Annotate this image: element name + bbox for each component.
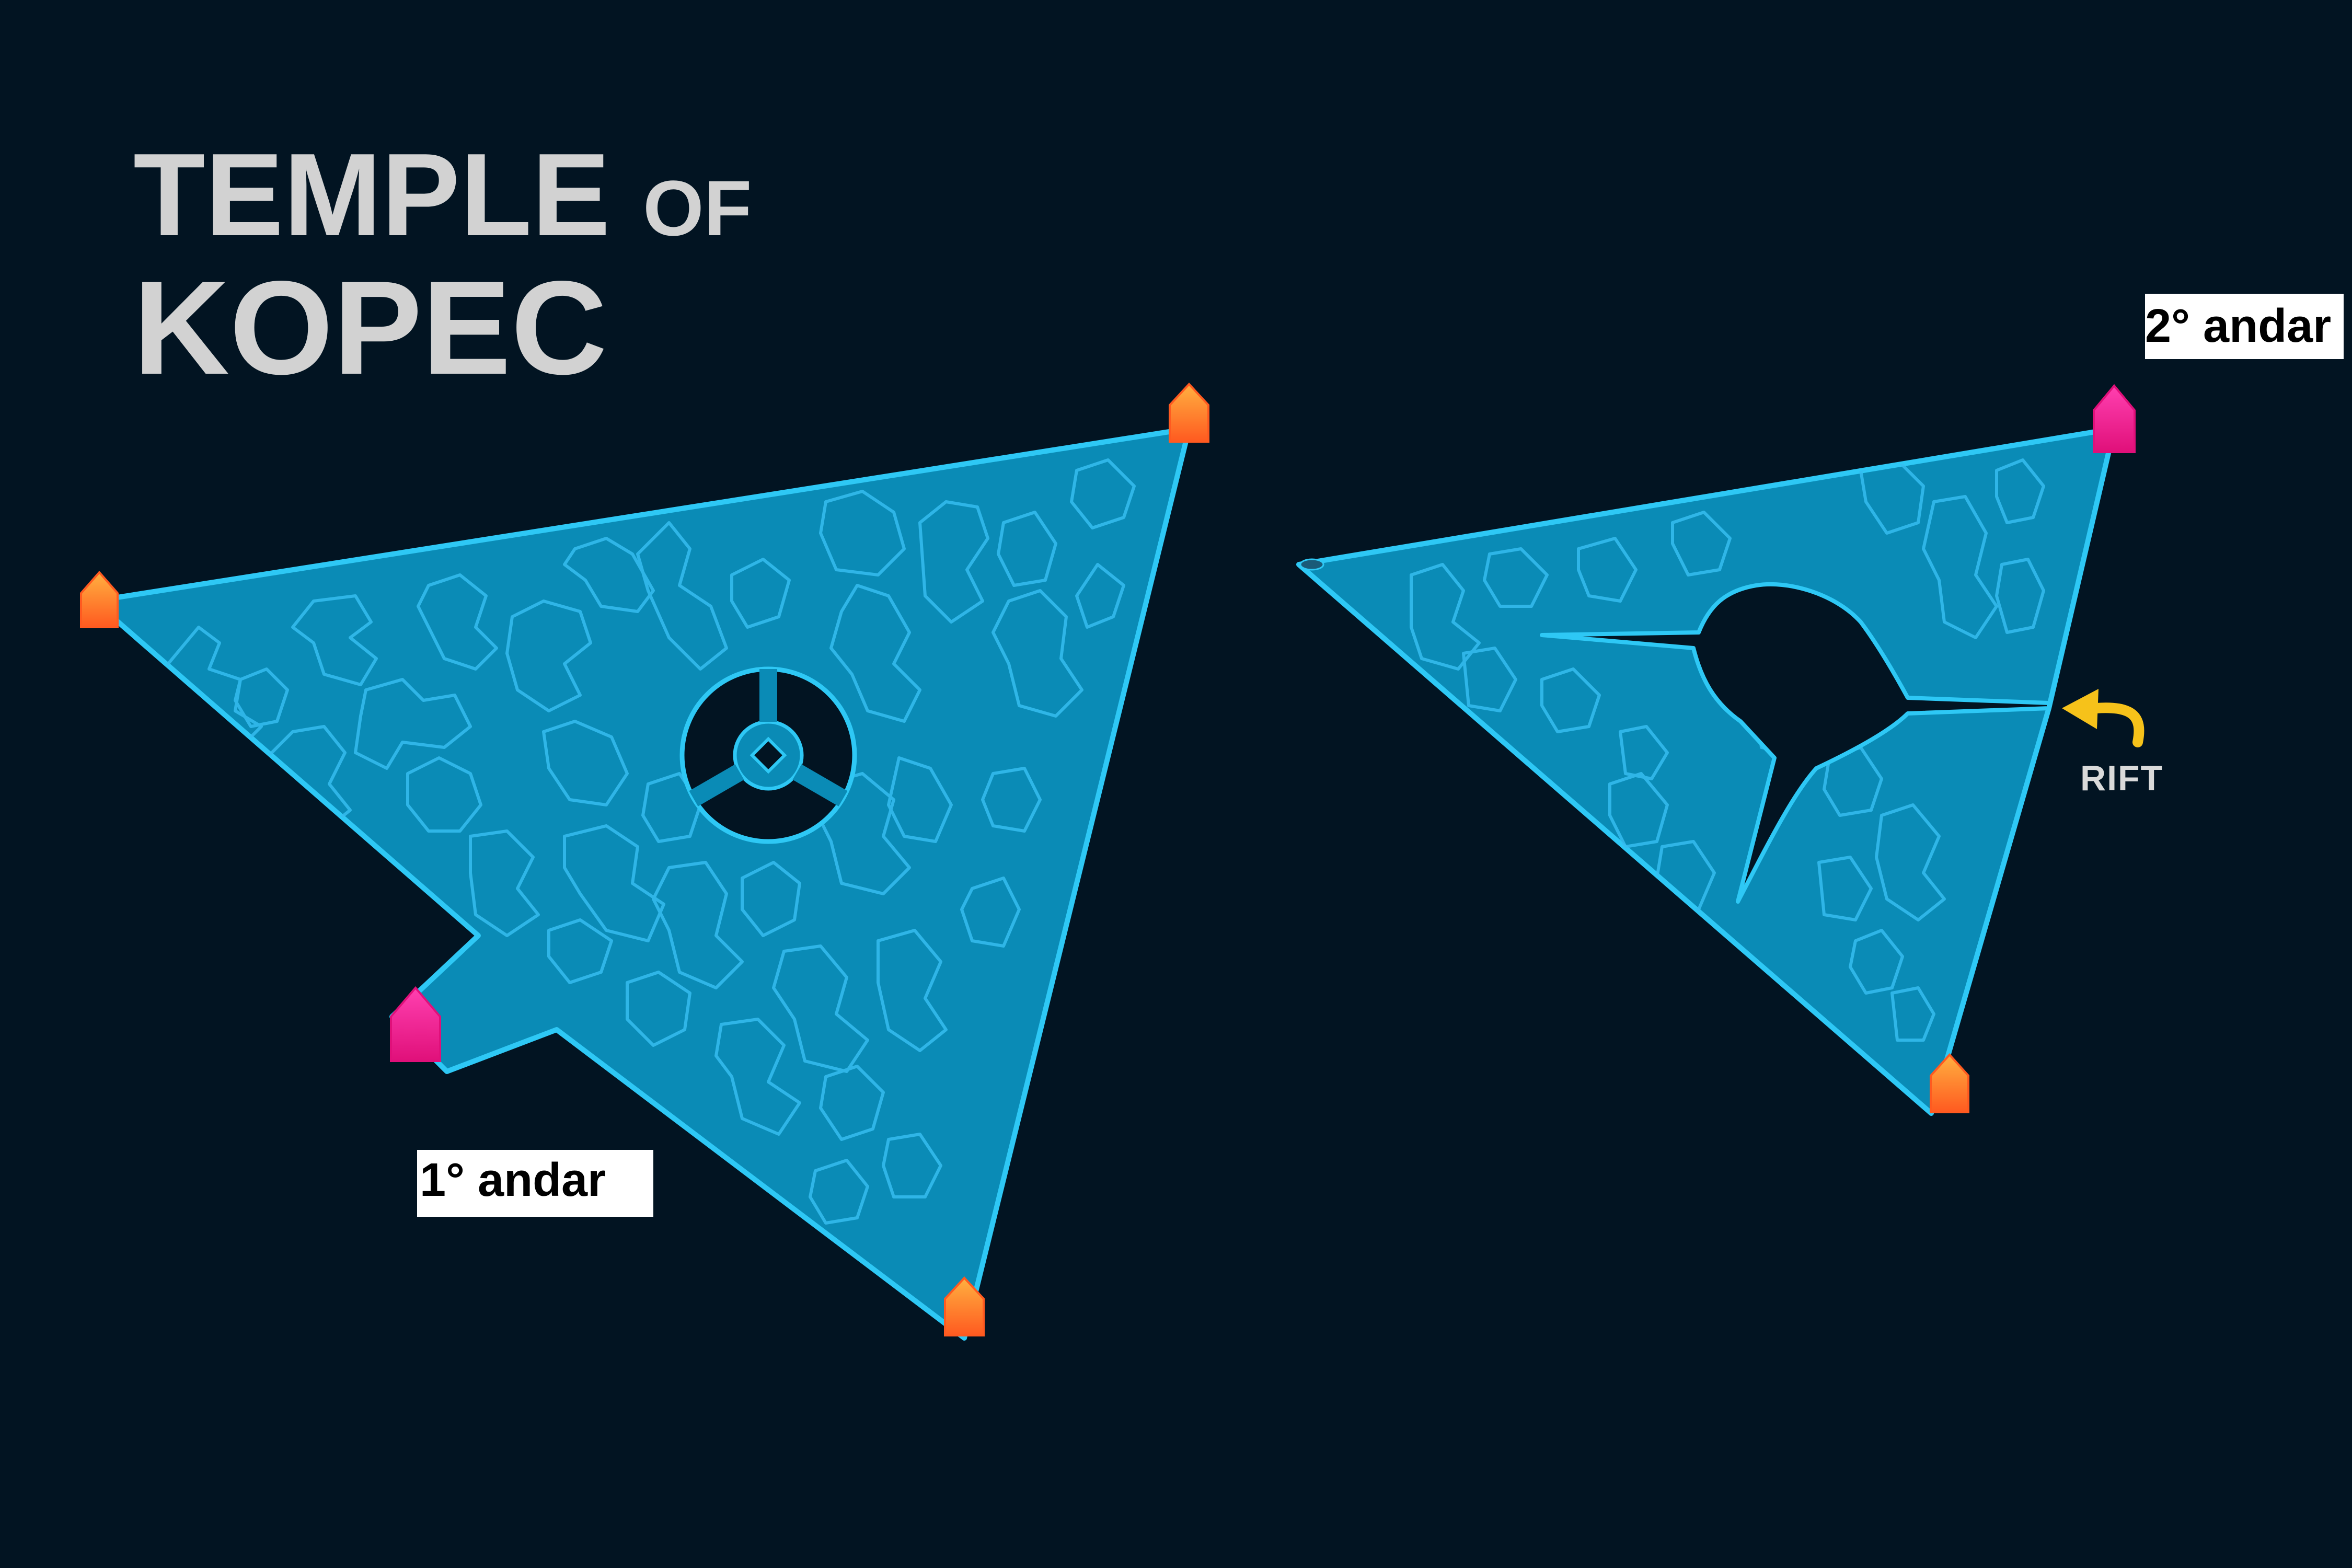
portal-icon: [944, 1276, 985, 1336]
portal-icon: [2093, 384, 2136, 453]
portal-icon: [1169, 383, 1209, 443]
page-title-line-2: KOPEC: [133, 261, 607, 395]
rift-arrow-icon: [2062, 689, 2145, 747]
floor-1-outline: [91, 426, 1192, 1341]
small-marker-icon: [1299, 558, 1324, 571]
page-title-line-1: TEMPLE OF: [133, 136, 752, 253]
portal-icon: [390, 986, 441, 1062]
floor-1-map: [80, 383, 1209, 1341]
floor-2-central-void: [1540, 582, 2051, 904]
portal-icon: [1930, 1053, 1969, 1113]
title-temple: TEMPLE: [133, 129, 610, 260]
floor-2-label: 2° andar: [2145, 294, 2344, 359]
floor-1-center-structure: [679, 666, 857, 844]
portal-icon: [80, 570, 119, 628]
rift-label: RIFT: [2080, 758, 2164, 798]
title-kopec: KOPEC: [133, 253, 607, 402]
title-of: OF: [643, 164, 752, 252]
floor-2-terrain: [1410, 458, 2045, 1042]
floor-2-map: [1296, 384, 2145, 1116]
floor-1-terrain: [145, 458, 1136, 1225]
floor-2-outline: [1296, 426, 2117, 1116]
floor-1-label: 1° andar: [417, 1150, 653, 1217]
